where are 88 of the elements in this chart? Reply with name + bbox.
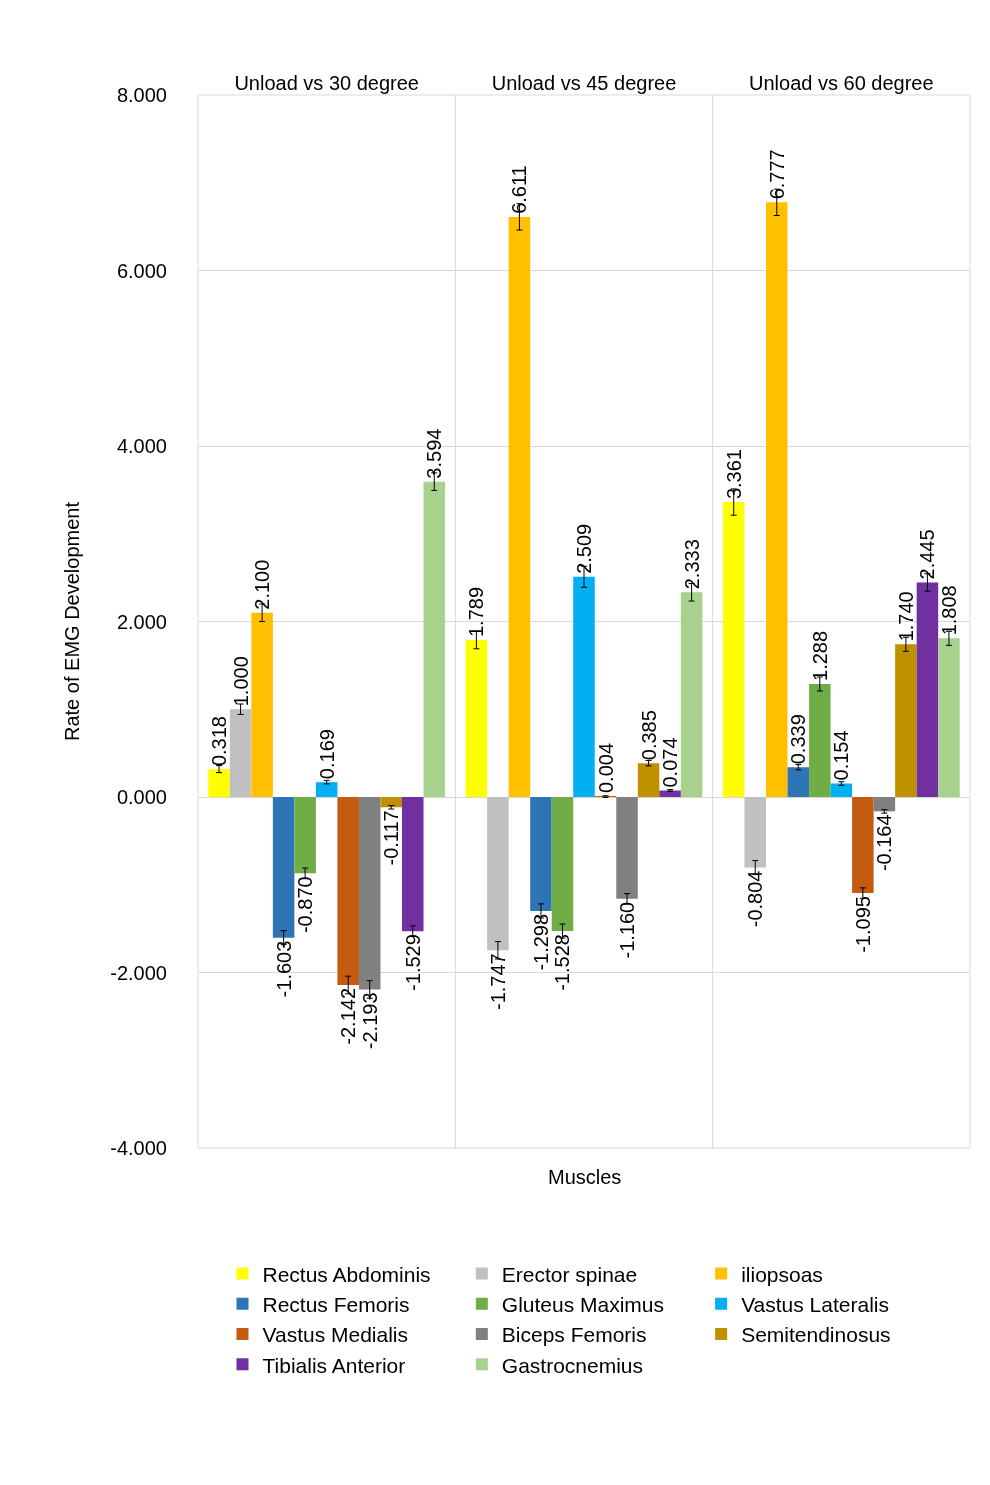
data-label: 2.509: [573, 523, 595, 574]
bar: [402, 797, 424, 932]
legend-label: Rectus Abdominis: [262, 1262, 431, 1286]
bar: [852, 797, 874, 894]
data-label: -1.095: [851, 896, 874, 953]
legend-label: Rectus Femoris: [262, 1292, 410, 1316]
y-axis-title: Rate of EMG Development: [60, 501, 83, 741]
y-tick-label: -4.000: [110, 1137, 167, 1159]
y-tick-label: -2.000: [110, 961, 167, 984]
data-label: 2.445: [916, 529, 939, 580]
data-label: 1.789: [465, 586, 488, 638]
data-label: 3.361: [722, 449, 745, 500]
y-tick-label: 8.000: [116, 84, 167, 106]
legend-label: iliopsoas: [741, 1262, 823, 1286]
data-label: 1.740: [894, 591, 917, 642]
legend-label: Erector spinae: [501, 1262, 638, 1286]
x-axis-title: Muscles: [548, 1166, 622, 1188]
bar: [916, 582, 939, 797]
legend-label: Gastrocnemius: [501, 1353, 644, 1377]
y-tick-label: 4.000: [116, 435, 167, 457]
bar: [787, 767, 810, 797]
bar: [294, 797, 316, 874]
bar: [380, 797, 402, 808]
data-label: -1.160: [616, 901, 639, 959]
bar: [229, 709, 252, 797]
legend-label: Biceps Femoris: [501, 1323, 647, 1347]
bar: [744, 797, 766, 868]
y-tick-label: 2.000: [116, 610, 167, 633]
bar: [487, 797, 509, 951]
data-label: 0.385: [637, 710, 660, 761]
legend-label: Semitendinosus: [741, 1323, 891, 1347]
data-label: -1.528: [551, 934, 574, 991]
bar: [208, 769, 230, 797]
x-tick-label: Unload vs 60 degree: [749, 72, 934, 94]
data-label: -1.529: [401, 934, 424, 991]
bar: [465, 640, 488, 797]
data-label: 0.318: [208, 716, 231, 767]
bar: [616, 797, 638, 899]
data-label: 0.339: [787, 714, 810, 765]
y-tick-label: 6.000: [116, 259, 167, 282]
bar: [938, 638, 960, 797]
legend-label: Tibialis Anterior: [262, 1353, 406, 1377]
data-label: 0.169: [315, 729, 338, 780]
legend-label: Vastus Medialis: [262, 1323, 409, 1347]
bar: [508, 216, 531, 797]
data-label: -2.193: [358, 992, 381, 1050]
bar: [895, 644, 917, 797]
data-label: -0.870: [294, 876, 317, 934]
data-label: -0.804: [744, 870, 767, 928]
bar: [251, 612, 273, 797]
legend-label: Vastus Lateralis: [741, 1292, 889, 1316]
bar: [551, 797, 574, 932]
data-label: 0.154: [830, 730, 853, 781]
data-label: -2.142: [337, 987, 360, 1045]
data-label: -1.603: [272, 940, 295, 998]
bar: [766, 202, 788, 797]
bar: [337, 797, 359, 985]
bar: [637, 763, 660, 797]
data-label: 6.611: [508, 165, 531, 214]
data-label: 0.004: [594, 742, 617, 793]
bar: [830, 783, 853, 797]
bar: [423, 481, 446, 797]
bar: [358, 797, 381, 990]
bar: [873, 797, 896, 812]
bar: [315, 782, 338, 797]
y-tick-label: 0.000: [116, 786, 167, 808]
data-label: 6.777: [765, 149, 788, 200]
data-label: -0.117: [380, 810, 403, 866]
bar: [530, 797, 552, 911]
data-label: 2.100: [251, 559, 274, 610]
data-label: 1.288: [808, 630, 831, 681]
data-label: 0.074: [659, 737, 682, 788]
data-label: 2.333: [680, 539, 703, 590]
data-label: -1.747: [486, 953, 509, 1011]
data-label: 1.808: [937, 585, 960, 636]
bar: [680, 592, 703, 797]
bar: [659, 790, 681, 797]
bar: [722, 502, 745, 797]
data-label: -1.298: [529, 913, 552, 971]
data-label: 1.000: [229, 656, 252, 707]
data-label: 3.594: [423, 428, 446, 479]
bar: [573, 576, 595, 797]
legend-label: Gluteus Maximus: [501, 1292, 665, 1316]
bar: [272, 797, 295, 938]
bar: [809, 683, 831, 797]
data-label: -0.164: [873, 814, 896, 872]
x-tick-label: Unload vs 45 degree: [491, 72, 677, 94]
x-tick-label: Unload vs 30 degree: [234, 72, 419, 94]
